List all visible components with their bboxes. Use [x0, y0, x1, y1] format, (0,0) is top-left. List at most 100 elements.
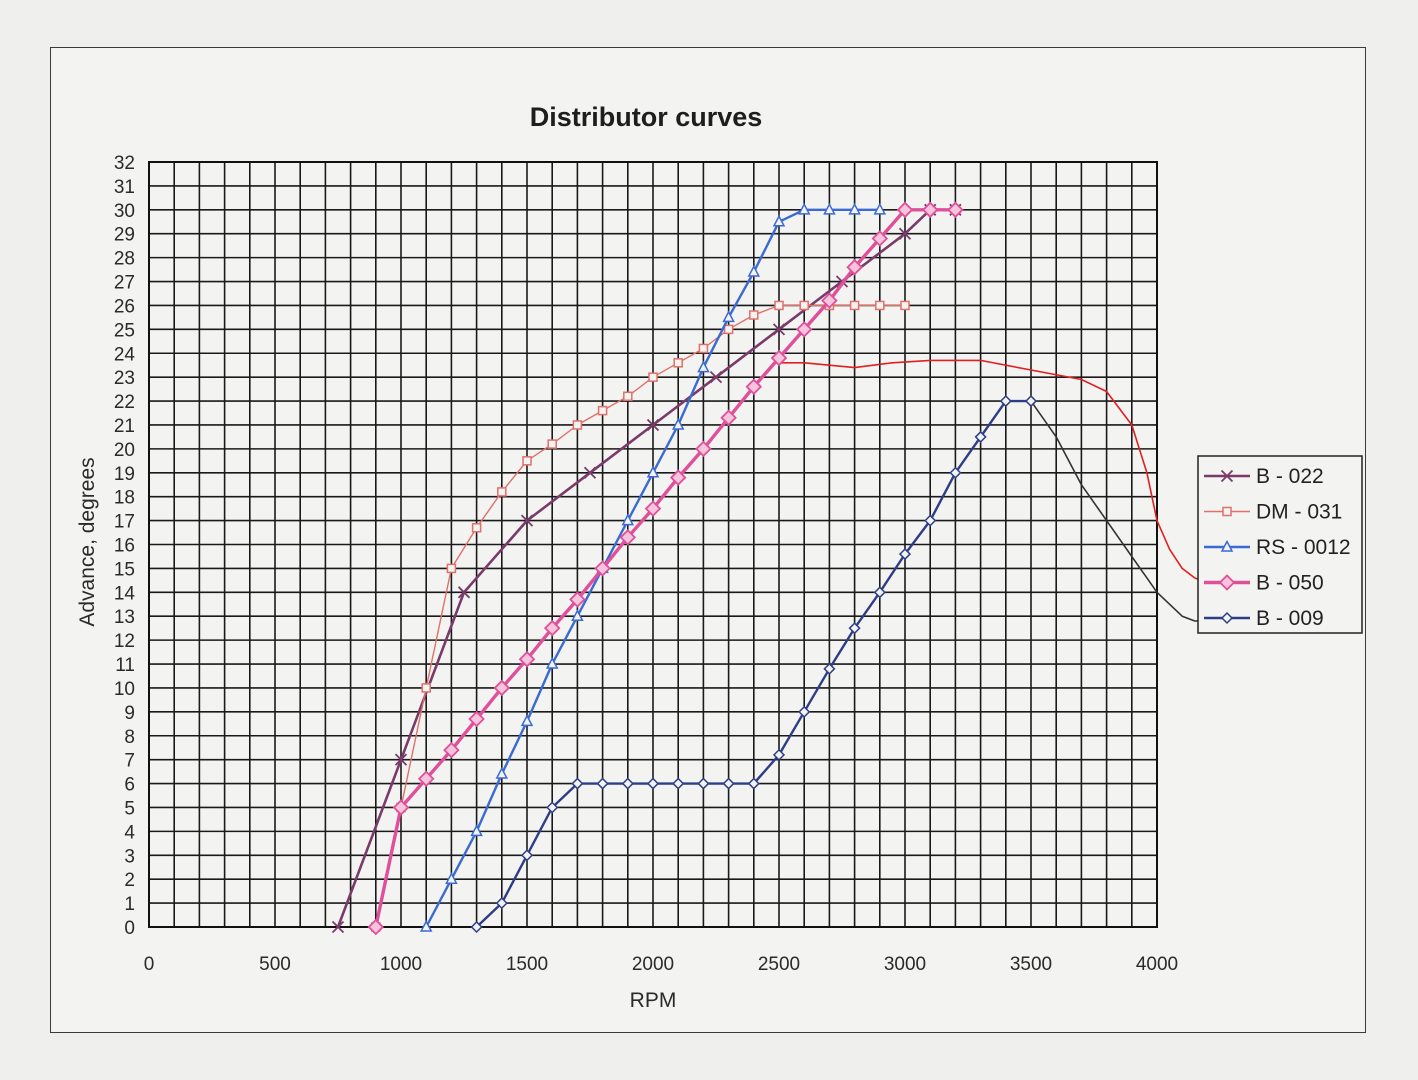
data-point	[583, 466, 597, 479]
legend-item: DM - 031	[1204, 501, 1342, 524]
data-point	[520, 849, 534, 862]
y-tick-label: 26	[114, 296, 135, 317]
y-tick-label: 20	[114, 440, 135, 461]
x-tick-label: 2000	[632, 954, 674, 975]
data-point	[623, 391, 633, 402]
y-tick-label: 3	[124, 846, 135, 867]
data-point	[522, 456, 532, 466]
y-tick-labels: 0123456789101112131415161718192021222324…	[114, 153, 136, 939]
hand-drawn-annotations	[779, 359, 1218, 622]
data-point	[495, 897, 508, 910]
data-point	[774, 300, 784, 311]
data-point	[723, 324, 734, 335]
series-b-009	[470, 395, 1038, 934]
y-tick-label: 4	[124, 822, 135, 843]
data-point	[471, 523, 482, 533]
legend-item: B - 050	[1204, 572, 1324, 595]
legend-item: B - 009	[1204, 607, 1324, 630]
data-point	[798, 705, 811, 718]
data-point	[848, 202, 861, 215]
data-point	[873, 202, 887, 215]
data-point	[621, 777, 634, 790]
data-point	[873, 586, 886, 599]
data-point	[619, 529, 637, 546]
data-point	[999, 395, 1012, 408]
data-point	[799, 300, 809, 311]
data-point	[673, 358, 683, 368]
x-tick-label: 3000	[884, 954, 926, 975]
y-tick-label: 28	[114, 249, 135, 270]
data-point	[547, 439, 557, 449]
series-line	[374, 208, 956, 928]
data-point	[747, 777, 760, 790]
data-point	[571, 777, 584, 790]
data-point	[597, 405, 608, 416]
data-point	[646, 418, 660, 432]
data-point	[947, 201, 964, 219]
y-tick-label: 19	[114, 464, 135, 485]
data-point	[823, 202, 836, 215]
chart-svg: Distributor curves 012345678910111213141…	[76, 102, 1363, 1012]
data-point	[797, 202, 811, 215]
data-point	[697, 360, 710, 373]
legend-label: RS - 0012	[1256, 536, 1351, 559]
chart-frame: Distributor curves 0 1 2 3 4 5 6 7 8 9 10 11 12 13 14 1…	[50, 47, 1366, 1033]
data-point	[821, 292, 838, 309]
data-point	[543, 619, 561, 637]
data-point	[772, 214, 786, 227]
data-point	[648, 372, 658, 382]
data-point	[770, 349, 788, 367]
data-point	[669, 469, 687, 486]
data-point	[443, 741, 460, 759]
data-point	[924, 514, 937, 527]
data-point	[921, 201, 939, 219]
data-point	[671, 417, 685, 430]
data-point	[546, 801, 559, 814]
data-point	[520, 514, 534, 527]
data-point	[646, 465, 660, 478]
y-tick-label: 9	[124, 703, 135, 724]
series-b-022	[331, 203, 962, 934]
y-tick-label: 23	[114, 368, 135, 389]
y-tick-label: 8	[124, 727, 135, 748]
x-tick-label: 2500	[758, 954, 800, 975]
data-point	[709, 371, 723, 384]
legend-marker	[1220, 611, 1234, 625]
x-tick-label: 0	[144, 954, 155, 975]
data-point	[421, 683, 431, 693]
data-point	[493, 679, 511, 697]
data-point	[470, 920, 483, 934]
y-tick-label: 11	[115, 655, 135, 676]
data-point	[772, 323, 786, 336]
data-point	[846, 258, 863, 276]
data-point	[722, 777, 735, 790]
plot-area-border	[148, 161, 1158, 928]
data-point	[594, 560, 611, 577]
y-tick-label: 1	[124, 894, 135, 915]
data-point	[747, 264, 761, 277]
data-point	[871, 230, 889, 247]
legend-item: B - 022	[1204, 465, 1324, 488]
y-tick-label: 10	[114, 679, 135, 700]
x-tick-label: 1000	[380, 954, 422, 975]
data-point	[367, 918, 385, 936]
data-point	[596, 777, 609, 790]
data-point	[520, 714, 534, 727]
x-tick-label: 1500	[506, 954, 548, 975]
y-tick-label: 6	[124, 775, 135, 796]
y-axis-label: Advance, degrees	[76, 457, 99, 626]
legend-marker	[1222, 506, 1232, 517]
data-point	[749, 310, 759, 320]
data-point	[417, 770, 435, 788]
y-tick-label: 29	[114, 225, 135, 246]
y-tick-label: 30	[114, 201, 135, 222]
x-tick-labels: 0 500 1000 1500 2000 2500 3000 3500 4000	[144, 954, 1178, 975]
data-point	[900, 300, 910, 311]
x-axis-label: RPM	[630, 989, 677, 1012]
legend-marker	[1218, 574, 1236, 591]
data-point	[518, 650, 536, 668]
legend-label: B - 050	[1256, 572, 1324, 595]
data-point	[470, 824, 483, 837]
series-line	[375, 304, 905, 928]
data-point	[331, 920, 345, 934]
